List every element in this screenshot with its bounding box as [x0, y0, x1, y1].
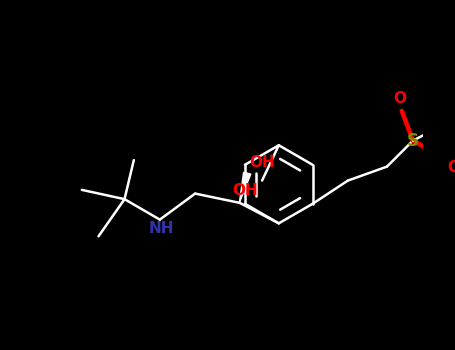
Text: OH: OH	[233, 183, 258, 198]
Text: O: O	[447, 160, 455, 175]
Polygon shape	[239, 172, 251, 203]
Text: NH: NH	[149, 222, 174, 237]
Text: OH: OH	[249, 155, 275, 170]
Text: S: S	[407, 132, 419, 149]
Text: O: O	[394, 91, 406, 106]
